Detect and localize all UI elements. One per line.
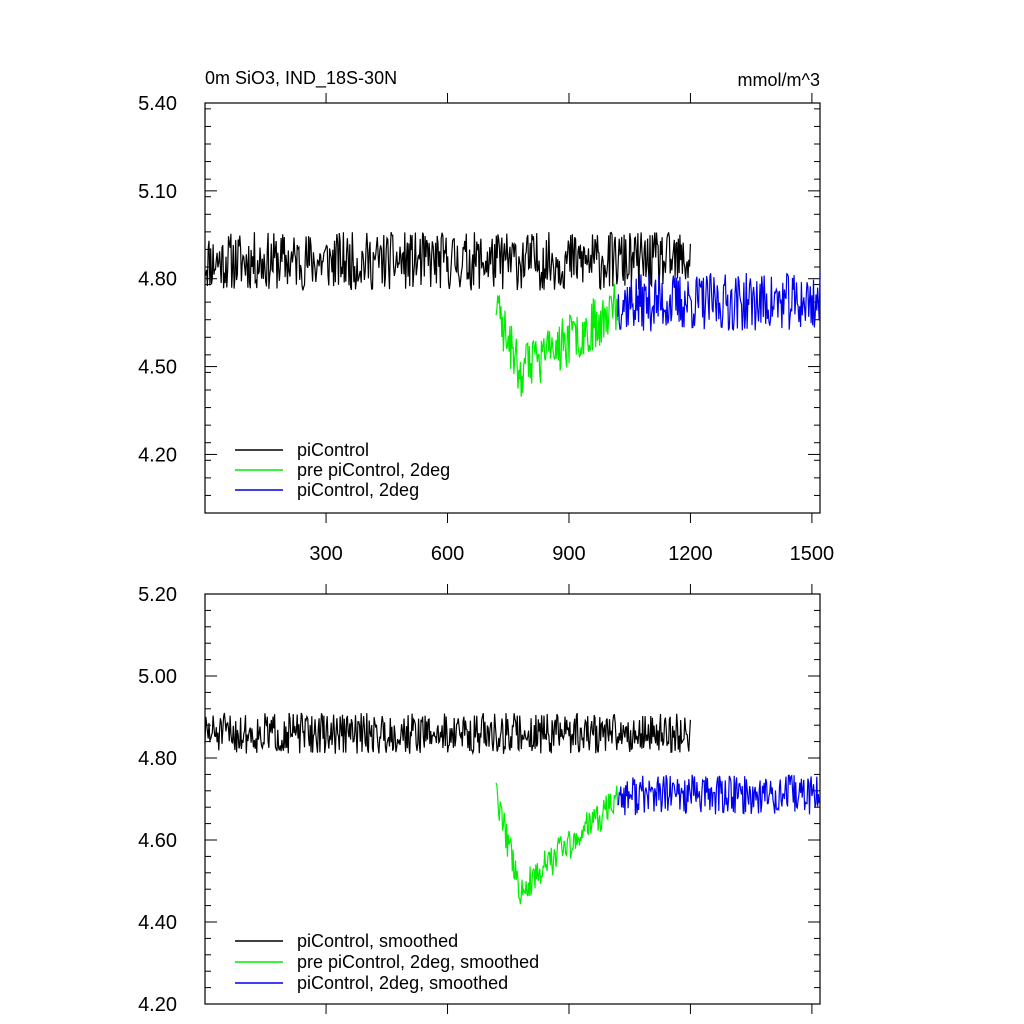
y-tick-label: 4.20: [138, 444, 177, 466]
units-label: mmol/m^3: [738, 70, 820, 90]
y-tick-label: 4.50: [138, 357, 177, 379]
bottom-series-lines: [204, 712, 821, 905]
x-tick-label: 1500: [790, 543, 835, 565]
y-tick-label: 5.10: [138, 181, 177, 203]
y-tick-label: 5.40: [138, 93, 177, 115]
chart-title: 0m SiO3, IND_18S-30N: [205, 68, 397, 89]
x-tick-label: 300: [309, 543, 342, 565]
x-tick-label: 900: [552, 543, 585, 565]
y-tick-label: 4.60: [138, 830, 177, 852]
x-tick-label: 1200: [668, 543, 713, 565]
y-tick-label: 4.40: [138, 912, 177, 934]
bottom-axis-ticks: 4.20 4.40 4.60 4.80 5.00 5.20: [138, 584, 820, 1016]
legend-label: pre piControl, 2deg, smoothed: [297, 952, 539, 972]
series-line: [204, 231, 691, 291]
bottom-plot-frame: [204, 593, 821, 1005]
bottom-panel: 4.20 4.40 4.60 4.80 5.00 5.20 piControl, smoo…: [138, 584, 821, 1016]
legend-label: pre piControl, 2deg: [297, 460, 450, 480]
x-tick-label: 600: [431, 543, 464, 565]
legend-label: piControl, 2deg: [297, 480, 419, 500]
legend-label: piControl: [297, 440, 369, 460]
top-axis-ticks: 4.20 4.50 4.80 5.10 5.40 300 600 900 1200 1500: [138, 93, 834, 565]
legend-label: piControl, smoothed: [297, 931, 458, 951]
y-tick-label: 4.20: [138, 994, 177, 1016]
y-tick-label: 4.80: [138, 269, 177, 291]
top-series-lines: [204, 231, 821, 397]
series-line: [617, 272, 821, 332]
top-panel: 0m SiO3, IND_18S-30N mmol/m^3 4.204.504.…: [138, 68, 834, 565]
series-line: [495, 283, 619, 397]
series-line: [204, 712, 691, 756]
legend-label: piControl, 2deg, smoothed: [297, 973, 508, 993]
y-tick-label: 5.20: [138, 584, 177, 606]
series-line: [617, 774, 821, 816]
series-line: [495, 782, 619, 905]
y-tick-label: 4.80: [138, 748, 177, 770]
y-tick-label: 5.00: [138, 666, 177, 688]
